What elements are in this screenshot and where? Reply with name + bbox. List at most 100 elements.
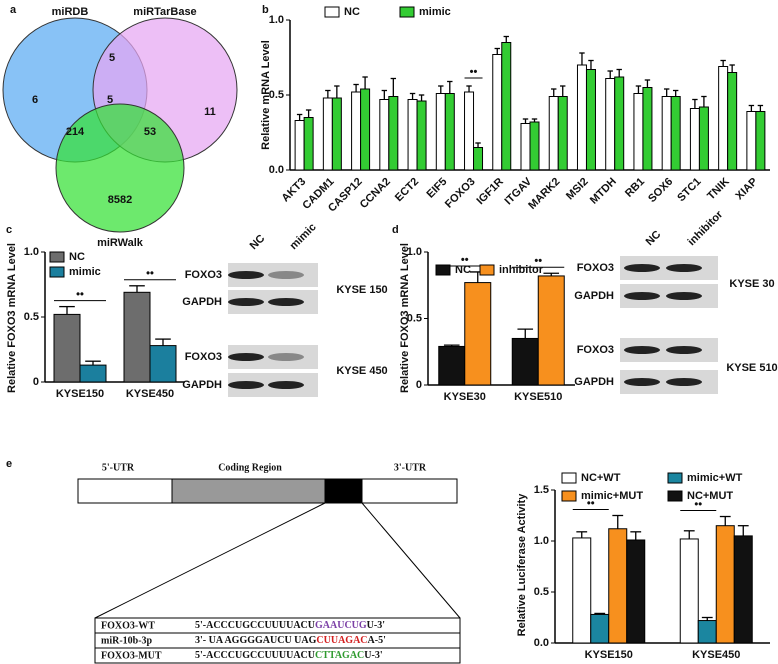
set-name: miRWalk — [97, 237, 144, 249]
x-tick-label: KYSE450 — [126, 388, 174, 400]
legend-label: NC — [69, 251, 85, 263]
region-count: 53 — [144, 126, 156, 138]
bar — [464, 91, 475, 171]
region-count: 8582 — [108, 194, 132, 206]
construct-segment — [361, 478, 458, 504]
bar — [746, 111, 757, 171]
set-circle — [55, 103, 185, 233]
legend-label: NC — [455, 264, 471, 276]
panel-letter: c — [6, 224, 12, 236]
y-tick-label: 0.5 — [24, 311, 39, 323]
region-count: 214 — [66, 126, 85, 138]
y-tick-label: 0 — [33, 376, 39, 388]
bar — [520, 123, 531, 171]
legend-label: inhibitor — [499, 264, 544, 276]
bar — [689, 108, 700, 171]
bar — [718, 66, 729, 171]
bar — [379, 99, 390, 171]
bar — [444, 93, 455, 171]
x-tick-label: EIF5 — [425, 176, 450, 201]
bar — [407, 99, 418, 171]
legend-swatch — [49, 266, 65, 278]
zoom-line — [94, 502, 326, 619]
cell-line-label: KYSE 30 — [729, 278, 774, 290]
blot-band — [624, 346, 660, 354]
row-label: FOXO3 — [185, 351, 222, 363]
blot-band — [666, 346, 702, 354]
row-label: GAPDH — [182, 296, 222, 308]
bar — [537, 275, 565, 386]
bar — [585, 69, 596, 171]
lane-label: NC — [644, 228, 664, 248]
y-tick-label: 1.0 — [534, 535, 549, 547]
x-tick-label: MSI2 — [564, 176, 591, 203]
legend-swatch — [667, 472, 683, 484]
row-label: GAPDH — [182, 379, 222, 391]
bar — [727, 72, 738, 171]
legend-swatch — [561, 490, 577, 502]
bar — [670, 96, 681, 171]
lane-label: inhibitor — [686, 208, 726, 248]
bar — [492, 54, 503, 171]
sequence: 5'-ACCCUGCCUUUUACUCTTAGACU-3' — [195, 650, 383, 661]
blot-band — [228, 298, 264, 306]
bar — [642, 87, 653, 171]
construct-segment — [324, 478, 363, 504]
blot-band — [666, 378, 702, 386]
bar — [331, 97, 342, 171]
x-tick-label: CCNA2 — [358, 176, 393, 211]
x-tick-label: XIAP — [733, 176, 760, 203]
y-axis-label: Relative mRNA Level — [260, 40, 272, 150]
x-tick-label: MTDH — [588, 176, 619, 207]
y-tick-label: 1.0 — [269, 14, 284, 26]
y-tick-label: 0 — [416, 379, 422, 391]
sequence-name: FOXO3-WT — [101, 620, 155, 631]
y-axis-label: Relative Luciferase Activity — [516, 493, 528, 637]
sequence-part: A-5' — [368, 635, 387, 646]
x-tick-label: KYSE150 — [56, 388, 104, 400]
y-tick-label: 0.5 — [269, 89, 284, 101]
blot-band — [624, 264, 660, 272]
legend-label: mimic — [419, 6, 451, 18]
x-tick-label: KYSE150 — [585, 649, 633, 661]
row-label: GAPDH — [574, 376, 614, 388]
bar — [548, 96, 559, 171]
region-count: 5 — [107, 94, 113, 106]
cell-line-label: KYSE 510 — [726, 362, 777, 374]
blot-band — [268, 353, 304, 361]
bar — [303, 117, 314, 171]
set-name: miRTarBase — [133, 6, 196, 18]
bar — [360, 88, 371, 171]
panel-letter: e — [6, 458, 12, 470]
blot-band — [268, 381, 304, 389]
x-tick-label: TNIK — [705, 176, 732, 203]
x-tick-label: KYSE30 — [444, 391, 486, 403]
bar — [53, 313, 81, 383]
significance-label: •• — [587, 497, 595, 509]
bar — [529, 121, 540, 171]
bar — [438, 345, 466, 386]
bar — [608, 528, 628, 644]
bar — [661, 96, 672, 171]
bar — [576, 64, 587, 171]
legend-label: mimic+WT — [687, 472, 743, 484]
blot-band — [666, 292, 702, 300]
x-tick-label: KYSE510 — [514, 391, 562, 403]
bar — [572, 537, 592, 644]
bar — [633, 93, 644, 171]
legend-swatch — [399, 6, 415, 18]
sequence: 3'- UA AGGGGAUCU UAGCUUAGACA-5' — [195, 635, 386, 646]
construct-segment — [77, 478, 173, 504]
x-tick-label: MARK2 — [526, 176, 562, 212]
y-axis-label: Relative FOXO3 mRNA Level — [399, 243, 411, 393]
bar — [464, 282, 492, 386]
y-tick-label: 0.5 — [407, 312, 422, 324]
bar — [626, 539, 646, 644]
bar — [435, 93, 446, 171]
x-tick-label: ECT2 — [393, 176, 421, 204]
y-axis-label: Relative FOXO3 mRNA Level — [6, 243, 18, 393]
bar — [79, 364, 107, 383]
sequence-part: 3'- UA AGGGGAUCU UAG — [195, 635, 317, 646]
row-label: FOXO3 — [577, 344, 614, 356]
